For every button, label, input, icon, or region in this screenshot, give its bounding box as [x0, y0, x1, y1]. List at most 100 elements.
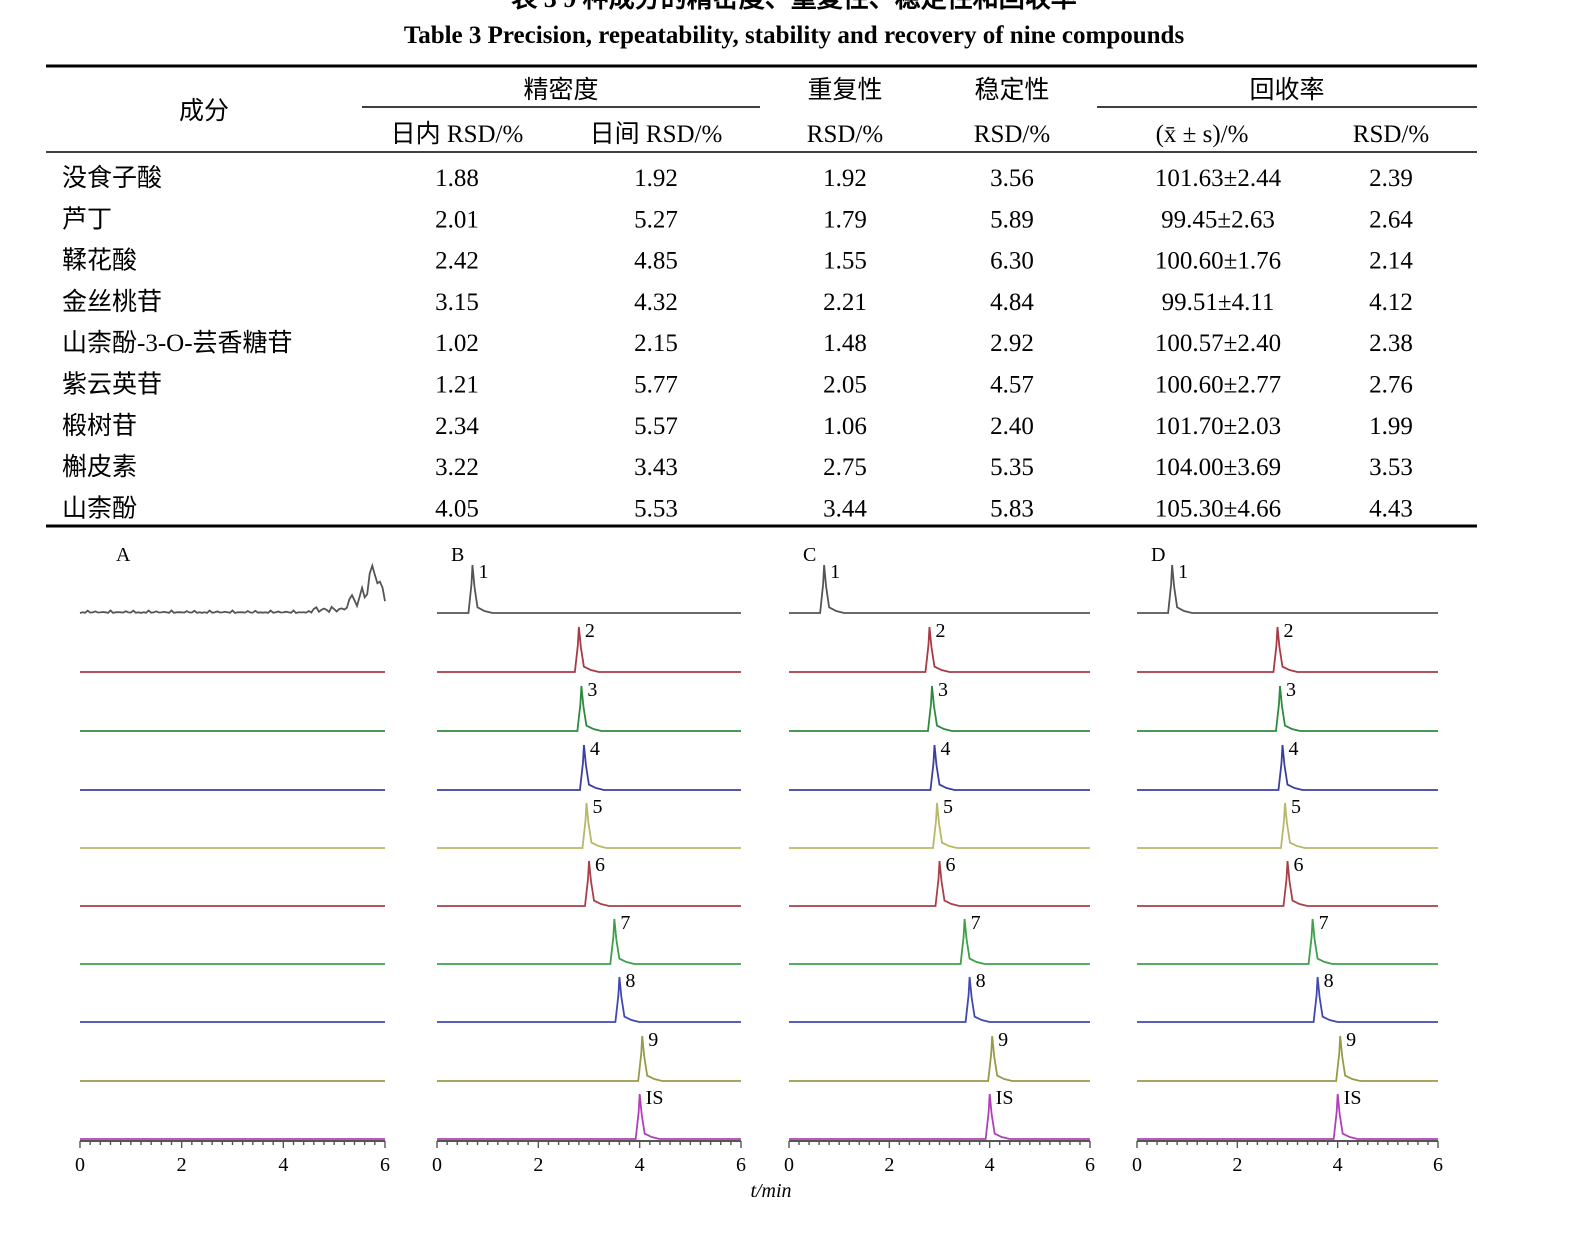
- table-row: 椴树苷 2.34 5.57 1.06 2.40 101.70±2.03 1.99: [62, 412, 1413, 440]
- cell-recovery: 101.70±2.03: [1155, 413, 1281, 440]
- cell-interday: 4.32: [634, 289, 678, 316]
- cell-intraday: 4.05: [435, 495, 479, 522]
- trace-line: [1137, 918, 1438, 965]
- x-tick-label: 2: [533, 1154, 543, 1176]
- compound-name: 金丝桃苷: [62, 288, 162, 316]
- cell-interday: 1.92: [634, 165, 678, 192]
- peak-label: 7: [971, 912, 981, 934]
- peak-label: 4: [1288, 738, 1298, 760]
- compound-name: 山柰酚: [62, 494, 137, 522]
- trace-line: [437, 626, 741, 673]
- trace-line: [1137, 802, 1438, 849]
- x-tick-label: 0: [432, 1154, 442, 1176]
- x-tick-label: 4: [1333, 1154, 1343, 1176]
- x-tick-label: 0: [75, 1154, 85, 1176]
- cell-stability: 4.57: [990, 372, 1034, 399]
- cell-repeat: 1.48: [823, 330, 867, 357]
- cell-interday: 5.27: [634, 206, 678, 233]
- peak-label: 5: [592, 796, 602, 818]
- peak-label: 1: [478, 561, 488, 583]
- trace-line: [789, 685, 1090, 732]
- cell-stability: 5.89: [990, 206, 1034, 233]
- cell-recovery: 100.60±2.77: [1155, 372, 1281, 399]
- cell-repeat: 2.05: [823, 372, 867, 399]
- x-tick-label: 0: [1132, 1154, 1142, 1176]
- compound-name: 椴树苷: [62, 412, 137, 440]
- peak-label: IS: [646, 1087, 664, 1109]
- trace-line: [1137, 1035, 1438, 1082]
- cell-recovery: 100.57±2.40: [1155, 330, 1281, 357]
- cell-stability: 2.40: [990, 413, 1034, 440]
- cell-interday: 5.57: [634, 413, 678, 440]
- cell-stability: 3.56: [990, 165, 1034, 192]
- cell-intraday: 2.34: [435, 413, 479, 440]
- peak-label: 7: [620, 912, 630, 934]
- cell-recovery-rsd: 3.53: [1369, 454, 1413, 481]
- peak-label: IS: [1344, 1087, 1362, 1109]
- trace-line: [1137, 976, 1438, 1023]
- cell-recovery: 99.51±4.11: [1162, 289, 1275, 316]
- cell-recovery: 104.00±3.69: [1155, 454, 1281, 481]
- panel-label: C: [803, 544, 816, 566]
- peak-label: IS: [996, 1087, 1014, 1109]
- cell-intraday: 3.15: [435, 289, 479, 316]
- cell-interday: 5.77: [634, 372, 678, 399]
- x-tick-label: 4: [985, 1154, 995, 1176]
- cell-recovery-rsd: 2.76: [1369, 372, 1413, 399]
- header-repeatability: 重复性: [807, 76, 882, 104]
- cell-recovery: 101.63±2.44: [1155, 165, 1282, 192]
- trace-line: [437, 564, 741, 614]
- trace-line: [789, 976, 1090, 1023]
- subheader-intraday: 日内 RSD/%: [391, 120, 524, 148]
- peak-label: 1: [1178, 561, 1188, 583]
- cell-interday: 2.15: [634, 330, 678, 357]
- subheader-interday: 日间 RSD/%: [590, 120, 723, 148]
- trace-line: [437, 860, 741, 907]
- cell-recovery-rsd: 4.12: [1369, 289, 1413, 316]
- peak-label: 6: [946, 854, 956, 876]
- cell-stability: 6.30: [990, 248, 1034, 275]
- panel-label: A: [116, 544, 131, 566]
- trace-line: [79, 562, 386, 615]
- cell-recovery-rsd: 4.43: [1369, 495, 1413, 522]
- compound-name: 山柰酚-3-O-芸香糖苷: [62, 329, 293, 357]
- compound-name: 芦丁: [62, 205, 112, 233]
- peak-label: 4: [590, 738, 600, 760]
- table-title-chinese: 表 3 9 种成分的精密度、重复性、稳定性和回收率: [0, 0, 1588, 15]
- trace-line: [437, 744, 741, 791]
- compound-name: 鞣花酸: [62, 247, 137, 275]
- peak-label: 6: [1294, 854, 1304, 876]
- peak-label: 2: [935, 620, 945, 642]
- cell-recovery: 105.30±4.66: [1155, 495, 1281, 522]
- table-row: 山柰酚 4.05 5.53 3.44 5.83 105.30±4.66 4.43: [62, 494, 1413, 522]
- panel-label: B: [451, 544, 464, 566]
- cell-recovery-rsd: 2.38: [1369, 330, 1413, 357]
- x-tick-label: 0: [784, 1154, 794, 1176]
- cell-repeat: 1.92: [823, 165, 867, 192]
- trace-line: [1137, 626, 1438, 673]
- trace-line: [437, 685, 741, 732]
- trace-line: [437, 976, 741, 1023]
- x-tick-label: 2: [177, 1154, 187, 1176]
- x-tick-label: 6: [1085, 1154, 1095, 1176]
- trace-line: [789, 1093, 1090, 1140]
- cell-stability: 5.35: [990, 454, 1034, 481]
- cell-recovery: 99.45±2.63: [1161, 206, 1275, 233]
- table-row: 没食子酸 1.88 1.92 1.92 3.56 101.63±2.44 2.39: [62, 164, 1413, 192]
- trace-line: [1137, 685, 1438, 732]
- subheader-repeat-rsd: RSD/%: [807, 121, 883, 148]
- peak-label: 5: [1291, 796, 1301, 818]
- x-tick-label: 2: [1232, 1154, 1242, 1176]
- subheader-stability-rsd: RSD/%: [974, 121, 1050, 148]
- cell-recovery-rsd: 2.64: [1369, 206, 1413, 233]
- subheader-recovery-rsd: RSD/%: [1353, 121, 1429, 148]
- cell-repeat: 1.55: [823, 248, 867, 275]
- cell-intraday: 2.42: [435, 248, 479, 275]
- compound-name: 没食子酸: [62, 164, 162, 192]
- chromatogram-panel-C: C1 2 3 4 5 6 7 8 9 IS 0 2 4 6: [784, 544, 1095, 1176]
- trace-line: [437, 918, 741, 965]
- trace-line: [789, 564, 1090, 614]
- compound-name: 槲皮素: [62, 453, 137, 481]
- peak-label: 8: [1324, 970, 1334, 992]
